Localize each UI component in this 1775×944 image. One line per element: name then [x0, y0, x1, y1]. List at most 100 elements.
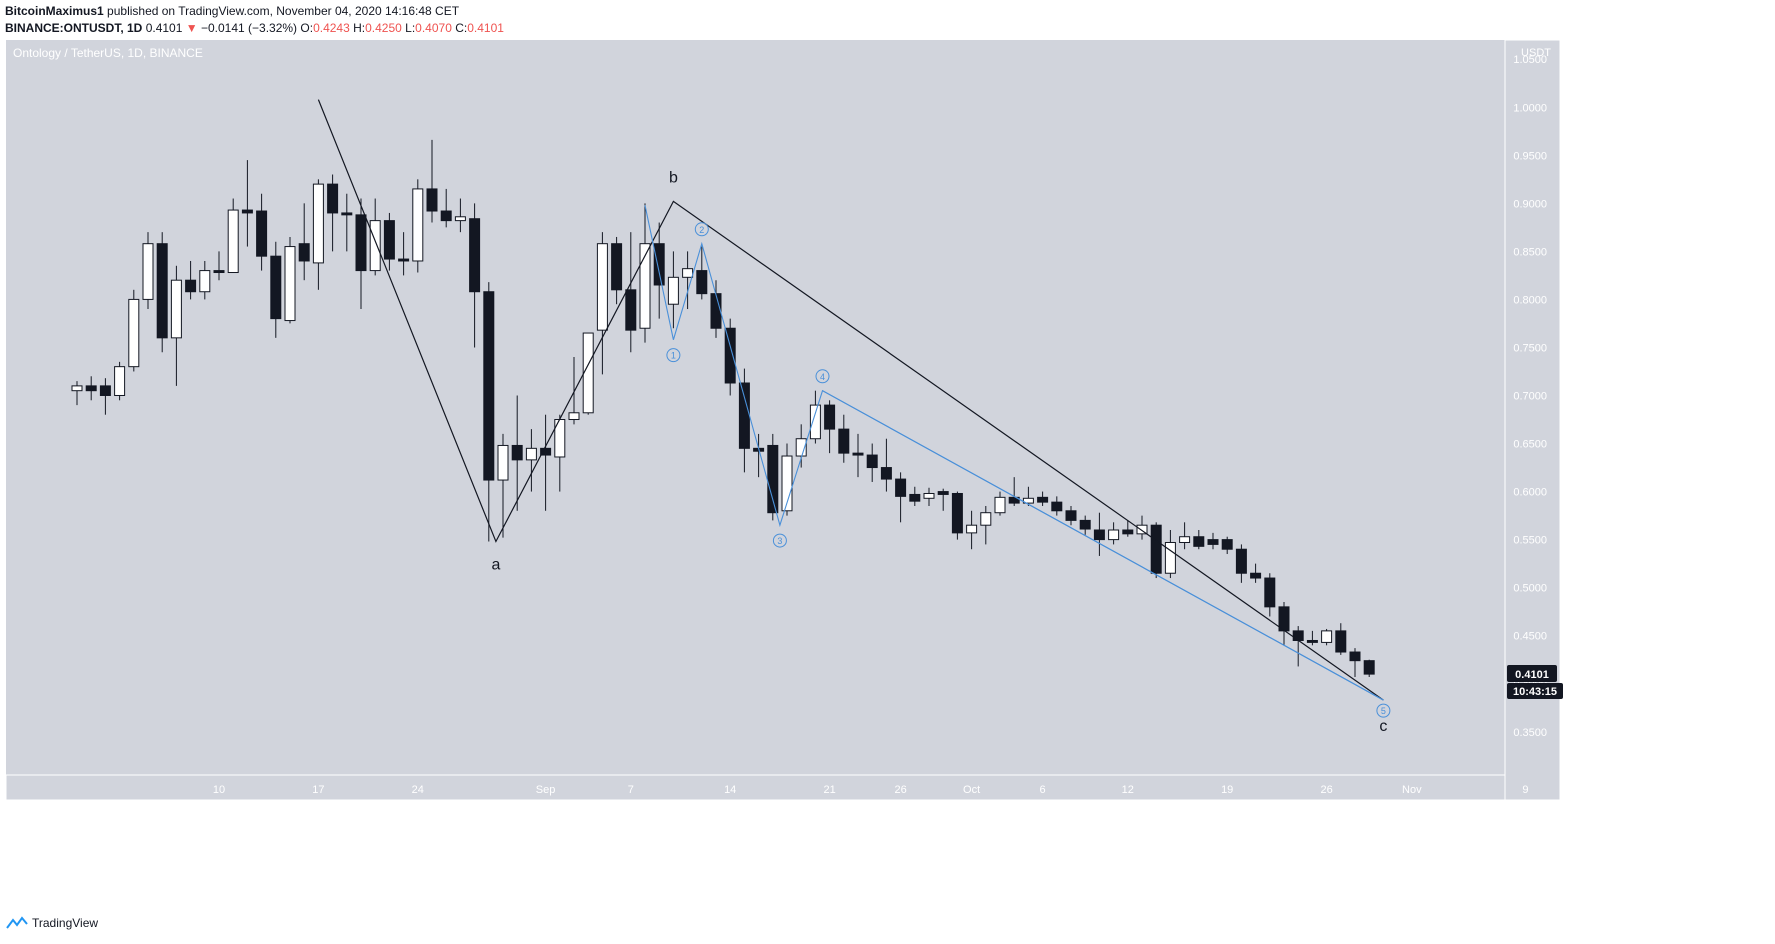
wave-circle-text: 4	[820, 372, 825, 382]
candle-body	[667, 276, 679, 305]
x-tick-label: 14	[724, 784, 736, 796]
candle	[1193, 530, 1205, 550]
wave-circle-text: 1	[671, 351, 676, 361]
candle-body	[426, 188, 438, 212]
candle-body	[1136, 524, 1148, 535]
candle	[937, 488, 949, 511]
candle-body	[781, 455, 793, 512]
chart-header: BitcoinMaximus1 published on TradingView…	[5, 0, 1770, 42]
candle	[312, 179, 324, 290]
candle-body	[85, 385, 97, 392]
y-tick-label: 0.7500	[1513, 342, 1547, 354]
candle-body	[795, 438, 807, 457]
wave-label-b: b	[669, 169, 678, 186]
candle-body	[213, 270, 225, 274]
candle	[824, 400, 836, 454]
currency-label: USDT	[1521, 47, 1551, 59]
y-tick-label: 0.8000	[1513, 294, 1547, 306]
tradingview-logo-icon	[6, 916, 28, 929]
y-tick-label: 0.5500	[1513, 535, 1547, 547]
candle-body	[1335, 630, 1347, 653]
candle-body	[1008, 496, 1020, 504]
y-tick-label: 0.7000	[1513, 390, 1547, 402]
y-tick-label: 1.0000	[1513, 102, 1547, 114]
candle-body	[142, 243, 154, 300]
candle-body	[540, 447, 552, 456]
candle-body	[298, 243, 310, 262]
y-tick-label: 0.8500	[1513, 246, 1547, 258]
candle-body	[1122, 529, 1134, 535]
candle	[227, 198, 239, 274]
candle	[327, 174, 339, 252]
candle-body	[114, 366, 126, 396]
publish-info: published on TradingView.com, November 0…	[107, 4, 460, 18]
candle-body	[284, 246, 296, 322]
candle-body	[1193, 536, 1205, 547]
candle-body	[824, 404, 836, 430]
x-tick-label: Nov	[1402, 784, 1422, 796]
footer-brand[interactable]: TradingView	[32, 916, 99, 930]
price-change: −0.0141 (−3.32%)	[200, 21, 298, 35]
chart-title: Ontology / TetherUS, 1D, BINANCE	[13, 46, 203, 60]
candle	[667, 251, 679, 329]
candle-body	[412, 188, 424, 262]
candle	[298, 203, 310, 281]
y-tick-label: 0.9500	[1513, 150, 1547, 162]
wave-circle	[694, 222, 709, 237]
candle	[639, 203, 651, 343]
candle	[1051, 496, 1063, 516]
x-tick-label: Sep	[536, 784, 556, 796]
candle-body	[682, 268, 694, 278]
candle-body	[895, 478, 907, 497]
open-value: 0.4243	[313, 21, 350, 35]
candle	[1363, 659, 1375, 677]
candle-body	[469, 218, 481, 293]
candle-body	[596, 243, 608, 331]
candle	[696, 246, 708, 300]
candle	[71, 381, 83, 406]
candle	[1221, 536, 1233, 555]
candle-body	[511, 444, 523, 461]
candle	[199, 260, 211, 300]
candle-body	[1065, 510, 1077, 521]
countdown-tag	[1507, 683, 1563, 700]
candle-body	[398, 258, 410, 262]
high-value: 0.4250	[365, 21, 402, 35]
candle-body	[241, 209, 253, 214]
candle-body	[1022, 497, 1034, 504]
candle	[838, 414, 850, 463]
wave-circle	[772, 533, 787, 548]
candle	[1321, 628, 1333, 646]
candle	[795, 424, 807, 468]
candle	[511, 395, 523, 511]
candle	[1250, 563, 1262, 583]
candle-body	[1079, 519, 1091, 530]
wave-circle	[1376, 703, 1391, 718]
x-tick-label: 24	[412, 784, 424, 796]
x-tick-label: 17	[312, 784, 324, 796]
candle-body	[980, 512, 992, 526]
wave-label-a: a	[491, 557, 500, 574]
candle-body	[951, 492, 963, 534]
candle	[923, 487, 935, 506]
x-tick-label: 21	[823, 784, 835, 796]
candle-body	[312, 183, 324, 264]
symbol-name[interactable]: BINANCE:ONTUSDT, 1D	[5, 21, 143, 35]
x-tick-label: 6	[1040, 784, 1046, 796]
candle-body	[696, 270, 708, 295]
wave-circle-label-4: 4	[815, 369, 830, 384]
candle-body	[568, 412, 580, 421]
time-axis[interactable]	[5, 774, 1506, 801]
open-label: O:	[300, 21, 314, 35]
candle-body	[724, 327, 736, 384]
candle	[185, 260, 197, 300]
plot-area[interactable]	[6, 40, 1505, 775]
x-tick-label: 26	[894, 784, 906, 796]
candle-body	[128, 298, 140, 368]
candle-body	[369, 220, 381, 272]
candle-body	[767, 444, 779, 514]
author-name[interactable]: BitcoinMaximus1	[5, 4, 104, 18]
candle	[256, 193, 268, 271]
candle	[1264, 573, 1276, 617]
